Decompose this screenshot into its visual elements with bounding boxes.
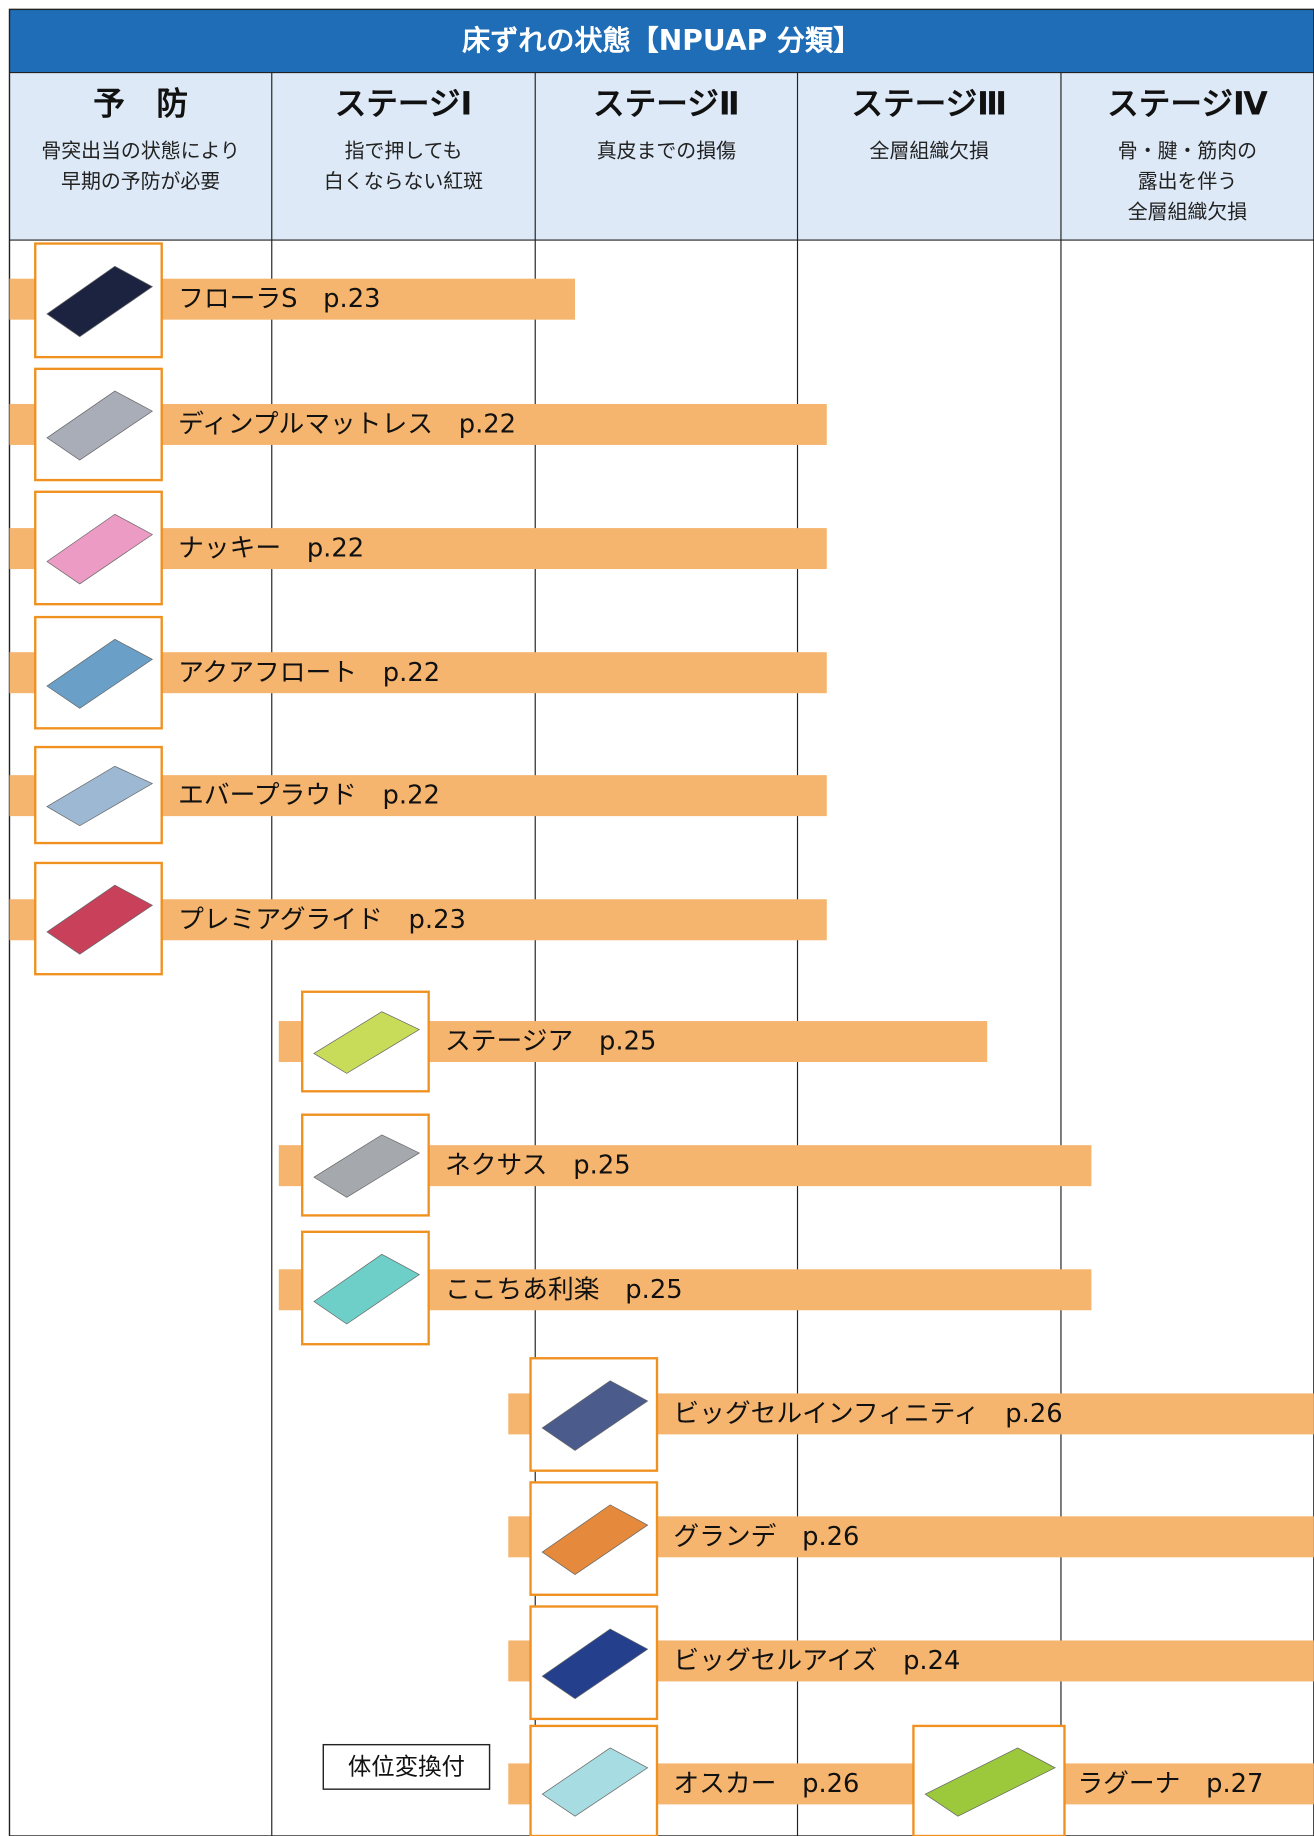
product-label: ビッグセルアイズ p.24 [673, 1646, 960, 1676]
column-desc: 白くならない紅斑 [324, 170, 483, 193]
mattress [313, 1011, 421, 1074]
mattress [924, 1747, 1056, 1817]
header-band [9, 72, 1314, 241]
product-label: グランデ p.26 [673, 1522, 859, 1552]
mattress [313, 1253, 420, 1325]
product-label: オスカー p.26 [673, 1769, 859, 1799]
column-desc: 露出を伴う [1138, 170, 1237, 193]
note: 体位変換付 [348, 1753, 465, 1781]
column-desc: 骨突出当の状態により [41, 140, 240, 163]
product-label: ディンプルマットレス p.22 [178, 410, 516, 440]
column-name: 予 防 [93, 86, 188, 122]
column-name: ステージⅠ [335, 86, 473, 122]
product-label: アクアフロート p.22 [178, 658, 440, 688]
product-label: エバープラウド p.22 [178, 781, 440, 811]
mattress [313, 1134, 421, 1198]
mattress [541, 1747, 649, 1817]
product-label: プレミアグライド p.23 [178, 905, 466, 935]
column-name: ステージⅢ [851, 86, 1007, 122]
column-desc: 早期の予防が必要 [61, 170, 220, 193]
mattress [46, 513, 154, 585]
column-desc: 真皮までの損傷 [597, 140, 736, 163]
product-label: ここちあ利楽 p.25 [445, 1275, 683, 1305]
mattress [46, 265, 154, 338]
mattress [46, 638, 154, 709]
column-desc: 指で押しても [345, 140, 463, 163]
mattress [541, 1380, 649, 1451]
product-label: ステージア p.25 [445, 1027, 656, 1057]
column-desc: 骨・腱・筋肉の [1118, 140, 1257, 163]
mattress [46, 884, 154, 955]
column-name: ステージⅣ [1107, 86, 1268, 122]
product-label: ラグーナ p.27 [1077, 1769, 1263, 1799]
product-label: ビッグセルインフィニティ p.26 [673, 1399, 1062, 1429]
note-box [322, 1743, 491, 1790]
column-name: ステージⅡ [593, 86, 740, 122]
mattress [541, 1504, 649, 1575]
product-label: フローラS p.23 [178, 284, 380, 314]
mattress [46, 765, 154, 827]
product-label: ナッキー p.22 [178, 534, 364, 564]
column-desc: 全層組織欠損 [870, 140, 989, 163]
column-desc: 全層組織欠損 [1128, 201, 1247, 224]
title-band [9, 9, 1314, 73]
mattress [541, 1628, 649, 1700]
title: 床ずれの状態【NPUAP 分類】 [462, 24, 861, 57]
product-label: ネクサス p.25 [445, 1151, 631, 1181]
mattress [46, 390, 154, 461]
